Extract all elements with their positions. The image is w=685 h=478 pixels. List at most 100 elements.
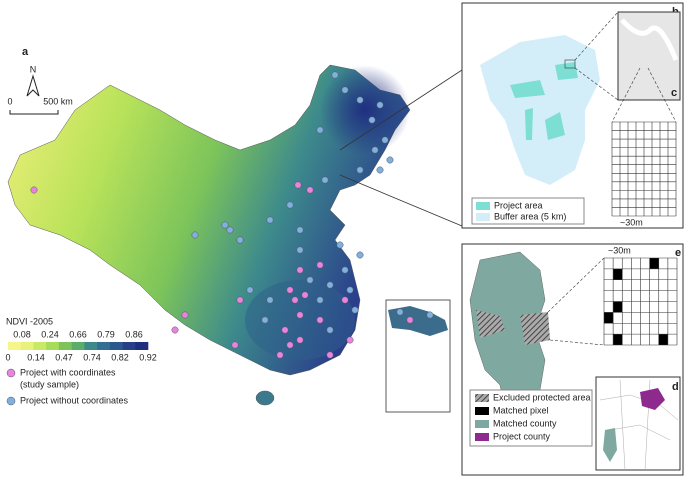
project-dot	[181, 311, 189, 319]
legend-text: Project area	[494, 200, 543, 210]
hainan	[255, 390, 275, 406]
inset-c-road	[620, 18, 679, 61]
project-dot	[246, 286, 254, 294]
matched-pixel	[613, 334, 623, 345]
project-dot	[221, 221, 229, 229]
project-dot	[301, 291, 309, 299]
colorbar-tick: 0	[5, 352, 10, 362]
project-dot	[266, 296, 274, 304]
project-dot	[231, 341, 239, 349]
panel-label: e	[675, 247, 681, 259]
colorbar-segment	[33, 342, 47, 350]
colorbar-segment	[109, 342, 123, 350]
project-dot	[236, 236, 244, 244]
project-dot	[296, 336, 304, 344]
panel-label: c	[671, 87, 677, 99]
excluded-area	[476, 310, 550, 345]
project-dot	[296, 266, 304, 274]
project-dot	[191, 231, 199, 239]
pixel-grid	[603, 257, 678, 346]
colorbar-tick: 0.08	[13, 329, 31, 339]
project-dot	[346, 336, 354, 344]
colorbar-segment	[46, 342, 60, 350]
inset-d	[595, 376, 681, 471]
legend-swatch	[476, 213, 490, 221]
project-dot	[266, 216, 274, 224]
project-dot	[341, 266, 349, 274]
project-dot	[356, 166, 364, 174]
colorbar-segment	[135, 342, 149, 350]
zoom-line	[339, 174, 463, 227]
project-dot	[316, 316, 324, 324]
project-dot	[296, 226, 304, 234]
project-dot	[286, 201, 294, 209]
legend-swatch	[475, 420, 489, 428]
project-dots	[30, 71, 434, 359]
project-dot	[376, 101, 384, 109]
northeast-forest	[320, 65, 410, 155]
matched-county-small	[603, 428, 617, 462]
project-dot	[406, 316, 414, 324]
project-dot	[316, 296, 324, 304]
zoom-line	[611, 67, 641, 123]
north-arrow	[26, 74, 40, 97]
legend-swatch	[6, 396, 16, 406]
project-dot	[351, 306, 359, 314]
project-dot	[294, 181, 302, 189]
project-dot	[346, 286, 354, 294]
legend-swatch	[6, 368, 16, 378]
project-dot	[371, 146, 379, 154]
zoom-line	[574, 11, 619, 61]
colorbar-segment	[122, 342, 136, 350]
scale-end: 500 km	[43, 96, 73, 106]
project-dot	[286, 286, 294, 294]
project-dot	[326, 351, 334, 359]
project-dot	[326, 281, 334, 289]
north-label: N	[30, 64, 37, 74]
project-dot	[316, 126, 324, 134]
colorbar-tick: 0.47	[55, 352, 73, 362]
colorbar-tick: 0.24	[41, 329, 59, 339]
matched-pixel	[604, 312, 614, 324]
legend-text: Project county	[493, 431, 551, 441]
project-dot	[426, 311, 434, 319]
project-dot	[316, 261, 324, 269]
project-dot	[306, 186, 314, 194]
project-dot	[356, 251, 364, 259]
legend-text: Matched county	[493, 418, 557, 428]
project-dot	[336, 241, 344, 249]
project-dot	[30, 186, 38, 194]
grid-size: ~30m	[620, 217, 643, 227]
legend-swatch	[476, 202, 490, 210]
matched-pixel	[658, 334, 668, 345]
legend-text: Buffer area (5 km)	[494, 211, 566, 221]
colorbar-tick: 0.14	[27, 352, 45, 362]
pixel-grid	[611, 121, 677, 217]
project-dot	[296, 246, 304, 254]
project-dot	[276, 351, 284, 359]
legend-text: Excluded protected area	[493, 392, 591, 402]
legend: Excluded protected area Matched pixel Matc…	[469, 389, 593, 447]
legend-text: Project with coordinates	[20, 367, 116, 377]
project-area	[510, 62, 578, 140]
project-dot	[291, 296, 299, 304]
project-dot	[368, 116, 376, 124]
colorbar-tick: 0.79	[97, 329, 115, 339]
project-dot	[396, 308, 404, 316]
colorbar: 0 0.14 0.47 0.74 0.82 0.92 0.08 0.24 0.66 0.79 0.8…	[5, 329, 156, 362]
project-dot	[381, 136, 389, 144]
panel-label: a	[22, 46, 29, 58]
zoom-line	[549, 339, 605, 346]
matched-pixel	[613, 268, 623, 280]
scale-bar	[9, 110, 59, 115]
legend-text: Project without coordinates	[20, 395, 129, 405]
project-dot	[236, 296, 244, 304]
zoom-line	[574, 67, 619, 101]
legend-swatch	[475, 407, 489, 415]
colorbar-tick: 0.66	[69, 329, 87, 339]
south-forest	[245, 280, 355, 360]
zoom-line	[339, 69, 463, 151]
legend-swatch	[475, 394, 489, 402]
colorbar-tick: 0.86	[125, 329, 143, 339]
